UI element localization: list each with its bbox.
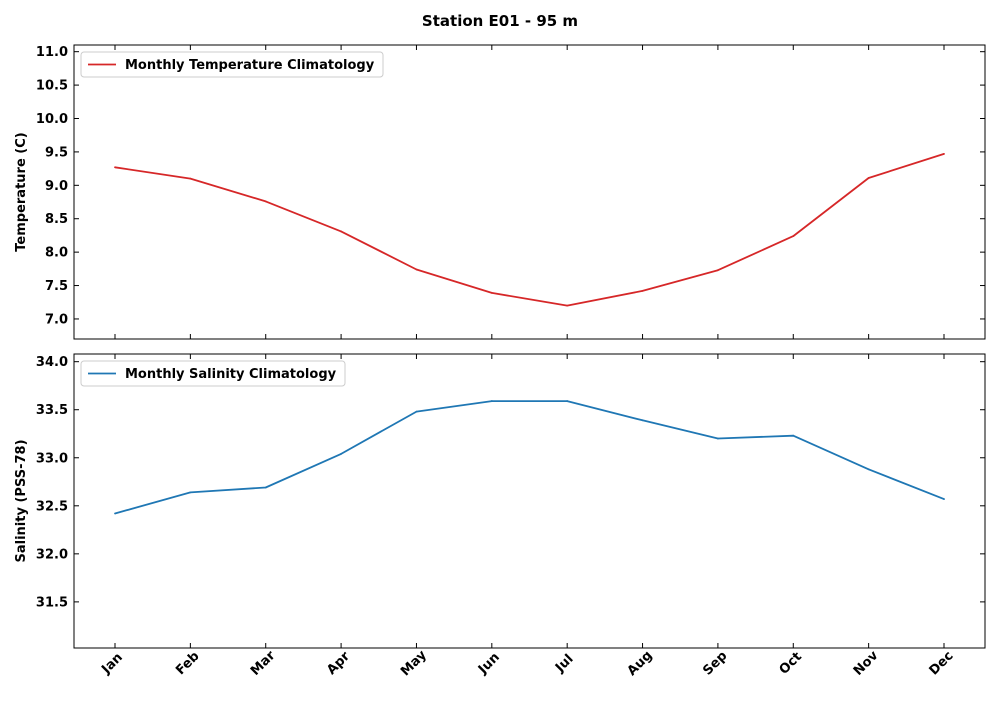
y-axis-label: Temperature (C) (14, 132, 29, 251)
data-point (867, 468, 870, 471)
x-tick-label: Oct (777, 649, 805, 677)
y-tick-label: 33.5 (36, 403, 68, 418)
data-point (867, 177, 870, 179)
y-tick-label: 11.0 (36, 45, 68, 60)
y-tick-label: 8.5 (45, 212, 68, 227)
y-tick-label: 9.0 (45, 179, 68, 194)
x-tick-label: Apr (324, 649, 353, 678)
data-point (566, 304, 569, 307)
data-point (264, 486, 267, 489)
y-tick-label: 8.0 (45, 246, 68, 261)
x-tick-label: Jan (98, 650, 125, 677)
data-point (566, 400, 569, 402)
data-point (415, 410, 418, 413)
x-tick-label: Sep (700, 648, 730, 678)
data-point (717, 269, 719, 272)
y-tick-label: 10.0 (36, 112, 68, 127)
legend-box (80, 360, 346, 387)
x-tick-label: May (398, 647, 430, 679)
legend-label: Monthly Temperature Climatology (125, 58, 375, 73)
data-point (189, 491, 192, 494)
data-point (490, 400, 493, 402)
data-point (641, 419, 644, 422)
y-tick-label: 33.0 (36, 451, 68, 466)
x-tick-label: Feb (173, 649, 202, 678)
data-point (641, 289, 644, 292)
x-tick-label: Mar (248, 648, 279, 679)
data-point (490, 291, 493, 294)
series-line (114, 400, 945, 515)
y-axis-label: Salinity (PSS-78) (14, 439, 29, 562)
x-tick-label: Nov (851, 648, 882, 679)
data-point (114, 166, 116, 169)
x-tick-label: Jun (475, 650, 503, 678)
data-point (717, 437, 719, 440)
axes-frame (73, 353, 986, 649)
data-point (943, 498, 945, 500)
data-point (792, 434, 795, 437)
legend-box (80, 51, 384, 78)
x-tick-label: Aug (625, 648, 656, 679)
y-tick-label: 7.5 (45, 279, 68, 294)
y-tick-label: 7.0 (45, 312, 68, 327)
data-point (340, 230, 342, 233)
data-point (792, 235, 795, 238)
data-point (189, 177, 192, 180)
data-point (114, 512, 116, 515)
y-tick-label: 32.5 (36, 499, 68, 514)
data-point (943, 153, 945, 155)
y-tick-label: 10.5 (36, 79, 68, 94)
y-tick-label: 32.0 (36, 547, 68, 562)
axes-frame (73, 44, 986, 340)
y-tick-label: 31.5 (36, 595, 68, 610)
data-point (264, 200, 267, 203)
series-line (114, 153, 945, 307)
subplot-2: Jan Feb Mar Apr May Jun Jul Aug Sep Oct Nov Dec 31.5… (14, 353, 986, 679)
y-tick-label: 9.5 (45, 145, 68, 160)
legend-label: Monthly Salinity Climatology (125, 367, 337, 382)
x-tick-label: Dec (927, 649, 957, 679)
y-tick-label: 34.0 (36, 355, 68, 370)
subplot-1: 7.0 7.5 8.0 8.5 9.0 9.5 10.0 10.5 11.0 Temperatur… (14, 44, 986, 340)
data-point (415, 268, 418, 271)
x-tick-label: Jul (552, 652, 576, 676)
chart-title: Station E01 - 95 m (422, 12, 578, 30)
data-point (340, 453, 342, 455)
